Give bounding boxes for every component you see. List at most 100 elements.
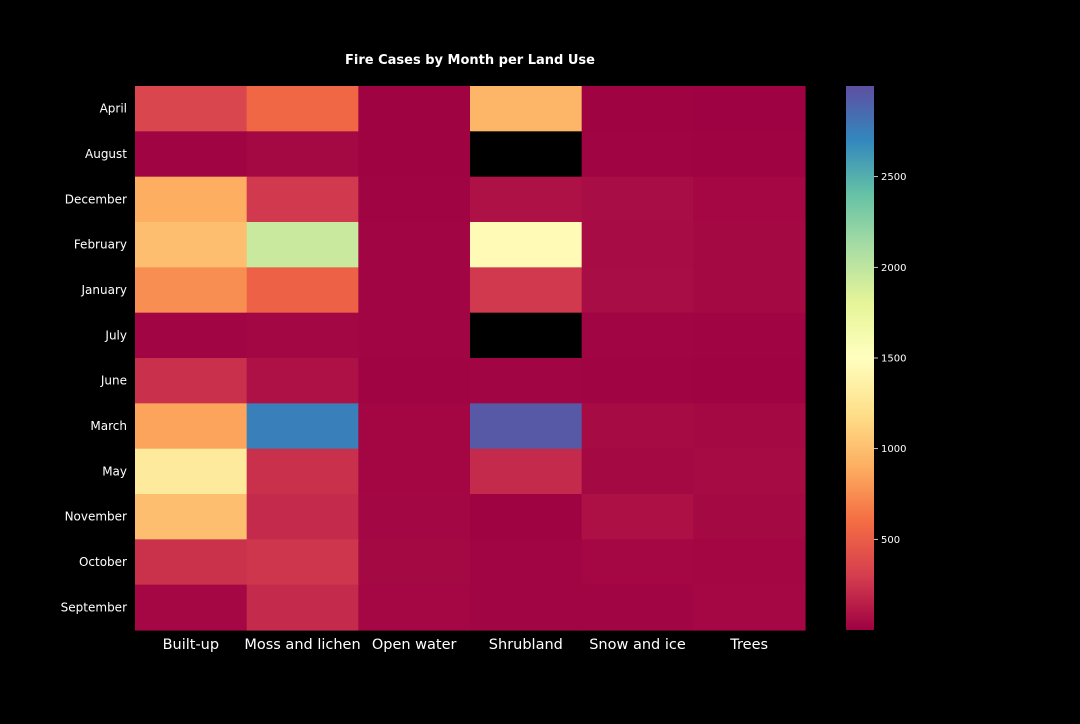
x-tick-label: Moss and lichen [244,637,360,653]
heatmap-cell [693,494,806,540]
heatmap-cell [358,86,471,132]
heatmap-cell [470,539,583,586]
heatmap-cell [693,131,806,178]
x-tick-label: Built-up [163,637,220,653]
heatmap-cells [135,86,806,631]
x-tick-labels: Built-up Moss and lichen Open water Shrubla… [163,637,768,653]
heatmap-cell [693,222,806,268]
heatmap-cell [470,86,583,132]
y-tick-label: January [81,283,128,297]
heatmap-cell [135,267,248,314]
heatmap-cell [581,222,694,268]
y-tick-label: September [61,600,127,614]
heatmap-cell [246,403,359,450]
heatmap-cell [358,131,471,178]
heatmap-cell [358,222,471,268]
heatmap-cell [581,539,694,586]
colorbar-tick-label: 500 [881,535,900,546]
heatmap-cell [358,358,471,404]
heatmap-cell [135,358,248,404]
heatmap-cell [581,403,694,450]
heatmap-cell [246,176,359,223]
heatmap-cell [581,494,694,540]
heatmap-cell [470,312,583,359]
heatmap-cell [581,448,694,495]
y-tick-label: December [65,192,127,206]
heatmap-cell [135,403,248,450]
heatmap-cell [246,584,359,631]
heatmap-cell [246,267,359,314]
heatmap-cell [693,403,806,450]
heatmap-cell [135,494,248,540]
heatmap-cell [693,267,806,314]
y-tick-label: April [100,102,127,116]
x-tick-label: Trees [729,637,768,653]
colorbar-tick-label: 1500 [881,354,906,365]
heatmap-cell [135,86,248,132]
heatmap-cell [470,222,583,268]
colorbar-tick-label: 2500 [881,172,906,183]
heatmap-cell [358,267,471,314]
x-tick-label: Open water [372,637,457,653]
y-tick-labels: April August December February January July Ju… [61,102,128,615]
heatmap-cell [358,312,471,359]
heatmap-cell [135,539,248,586]
y-tick-label: March [90,419,127,433]
heatmap-cell [693,539,806,586]
heatmap-cell [358,403,471,450]
heatmap-cell [693,358,806,404]
heatmap-cell [470,448,583,495]
y-tick-label: November [65,510,127,524]
colorbar-gradient [846,86,874,630]
heatmap-cell [358,494,471,540]
heatmap-cell [358,584,471,631]
heatmap-cell [581,267,694,314]
heatmap-cell [470,584,583,631]
y-tick-label: August [85,147,127,161]
heatmap-cell [693,86,806,132]
colorbar-tick-label: 1000 [881,444,906,455]
heatmap-cell [581,312,694,359]
colorbar-tick-label: 2000 [881,263,906,274]
heatmap-cell [246,448,359,495]
heatmap-cell [246,494,359,540]
heatmap-cell [135,222,248,268]
heatmap-cell [693,176,806,223]
heatmap-cell [581,86,694,132]
y-tick-label: October [79,555,127,569]
heatmap-cell [470,131,583,178]
heatmap-cell [246,222,359,268]
y-tick-label: July [104,328,127,342]
colorbar: 500 1000 1500 2000 2500 [846,86,906,630]
heatmap-cell [135,176,248,223]
heatmap-cell [135,448,248,495]
y-tick-label: May [102,464,127,478]
heatmap-cell [470,494,583,540]
heatmap-cell [135,312,248,359]
heatmap-cell [358,539,471,586]
heatmap-cell [246,358,359,404]
heatmap-cell [470,176,583,223]
heatmap-cell [581,358,694,404]
heatmap-cell [581,131,694,178]
heatmap-cell [693,448,806,495]
y-tick-label: February [74,238,127,252]
heatmap-cell [358,448,471,495]
heatmap-cell [693,584,806,631]
x-tick-label: Snow and ice [589,637,686,653]
heatmap-cell [693,312,806,359]
heatmap-cell [470,358,583,404]
heatmap-cell [470,403,583,450]
heatmap-cell [246,86,359,132]
heatmap-cell [246,539,359,586]
heatmap-cell [246,312,359,359]
heatmap-cell [581,176,694,223]
chart-title: Fire Cases by Month per Land Use [345,53,595,68]
heatmap-cell [470,267,583,314]
heatmap-cell [135,584,248,631]
heatmap-cell [135,131,248,178]
heatmap-cell [358,176,471,223]
x-tick-label: Shrubland [489,637,563,653]
